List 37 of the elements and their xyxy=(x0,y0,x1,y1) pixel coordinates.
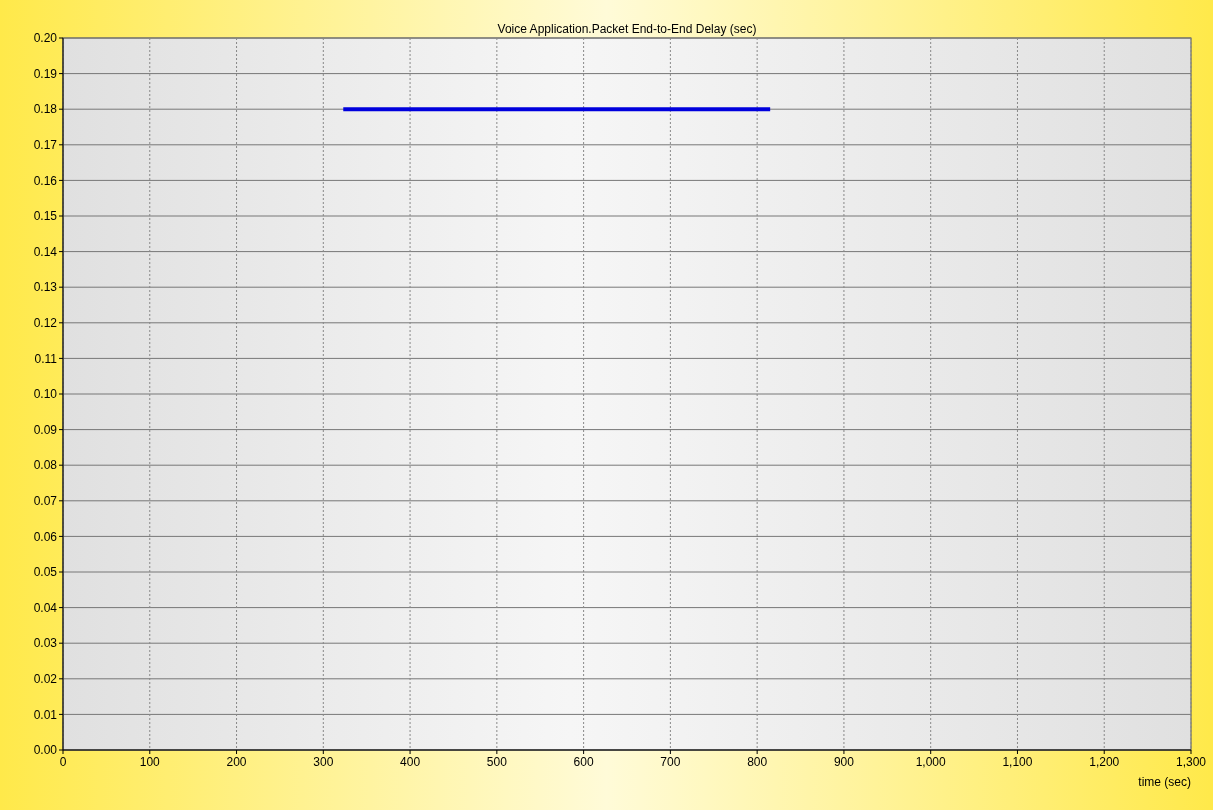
chart-title: Voice Application.Packet End-to-End Delay (sec) xyxy=(497,22,757,36)
y-tick-label: 0.20 xyxy=(33,31,58,46)
x-tick-label: 700 xyxy=(660,755,681,769)
y-tick-label: 0.01 xyxy=(33,707,58,722)
y-tick-label: 0.18 xyxy=(33,102,58,117)
y-tick-label: 0.02 xyxy=(33,672,58,686)
x-tick-label: 200 xyxy=(226,755,247,769)
x-tick-label: 400 xyxy=(400,755,421,769)
x-tick-label: 1,200 xyxy=(1089,755,1120,769)
y-tick-label: 0.00 xyxy=(33,743,58,758)
y-tick-label: 0.17 xyxy=(33,138,58,152)
y-tick-label: 0.16 xyxy=(33,173,58,188)
y-tick-label: 0.12 xyxy=(33,316,58,330)
y-tick-label: 0.05 xyxy=(33,565,58,580)
x-tick-label: 800 xyxy=(747,755,768,769)
x-axis-title: time (sec) xyxy=(1138,775,1191,789)
x-tick-label: 1,300 xyxy=(1175,755,1207,769)
x-tick-label: 1,100 xyxy=(1002,755,1033,769)
y-tick-label: 0.03 xyxy=(33,636,58,651)
x-tick-label: 300 xyxy=(313,755,334,769)
x-tick-label: 100 xyxy=(139,755,161,769)
x-tick-label: 600 xyxy=(573,755,594,769)
y-tick-label: 0.04 xyxy=(33,600,58,615)
x-tick-label: 500 xyxy=(486,755,508,769)
x-tick-label: 1,000 xyxy=(915,755,947,769)
y-tick-label: 0.08 xyxy=(33,458,58,473)
y-tick-label: 0.09 xyxy=(33,422,58,437)
y-tick-label: 0.19 xyxy=(33,66,58,81)
y-tick-label: 0.11 xyxy=(34,351,58,366)
y-tick-label: 0.15 xyxy=(33,209,58,224)
y-tick-label: 0.10 xyxy=(33,387,58,402)
y-tick-label: 0.14 xyxy=(33,244,58,259)
x-tick-label: 0 xyxy=(59,755,67,769)
x-tick-label: 900 xyxy=(833,755,855,769)
y-tick-label: 0.07 xyxy=(33,494,58,508)
y-tick-label: 0.13 xyxy=(33,280,58,295)
y-tick-label: 0.06 xyxy=(33,529,58,544)
